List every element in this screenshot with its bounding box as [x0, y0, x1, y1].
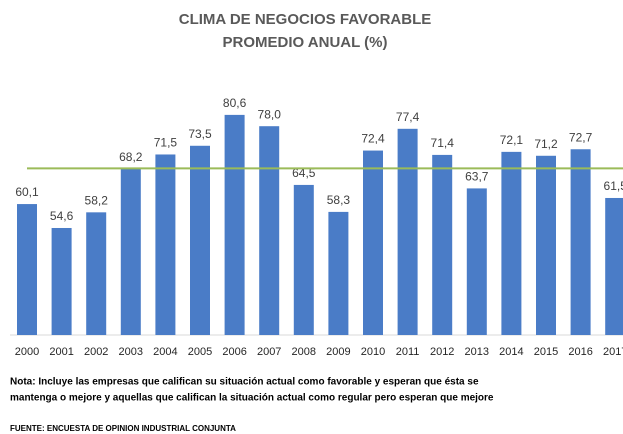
bar: [86, 212, 107, 335]
bar: [259, 126, 280, 335]
value-label: 64,5: [292, 166, 316, 180]
bar: [397, 128, 418, 335]
x-tick-label: 2016: [568, 346, 592, 358]
value-label: 78,0: [258, 107, 282, 121]
x-tick-label: 2003: [119, 346, 143, 358]
x-tick-label: 2014: [499, 346, 523, 358]
chart-title: CLIMA DE NEGOCIOS FAVORABLE: [179, 11, 432, 28]
bar: [51, 227, 72, 335]
x-tick-label: 2009: [326, 346, 350, 358]
chart-subtitle: PROMEDIO ANUAL (%): [223, 34, 388, 51]
value-label: 72,1: [500, 133, 524, 147]
x-tick-label: 2008: [292, 346, 316, 358]
bar: [363, 150, 383, 335]
value-label: 73,5: [188, 127, 212, 141]
x-tick-label: 2006: [222, 346, 246, 358]
x-tick-label: 2013: [465, 346, 489, 358]
value-label: 58,2: [85, 194, 109, 208]
bar: [190, 145, 210, 335]
value-label: 61,5: [604, 179, 623, 193]
bar: [328, 211, 349, 335]
x-tick-label: 2011: [396, 346, 420, 358]
value-label: 68,2: [119, 150, 143, 164]
bar: [605, 197, 623, 335]
bar: [120, 168, 141, 335]
value-label: 60,1: [15, 185, 39, 199]
value-label: 71,5: [154, 136, 178, 150]
x-tick-label: 2001: [49, 346, 73, 358]
value-label: 58,3: [327, 193, 351, 207]
note: mantenga o mejore y aquellas que calific…: [10, 393, 494, 404]
bar: [536, 155, 556, 335]
value-label: 80,6: [223, 96, 247, 110]
value-label: 72,4: [361, 132, 385, 146]
x-tick-label: 2012: [430, 346, 454, 358]
x-tick-label: 2005: [188, 346, 212, 358]
value-label: 77,4: [396, 110, 420, 124]
value-label: 72,7: [569, 130, 593, 144]
value-label: 71,4: [431, 136, 455, 150]
note: Nota: Incluye las empresas que califican…: [10, 377, 479, 388]
bar: [224, 114, 245, 335]
x-tick-label: 2017: [603, 346, 623, 358]
bar: [501, 151, 522, 335]
source: FUENTE: ENCUESTA DE OPINION INDUSTRIAL C…: [10, 424, 236, 433]
value-label: 71,2: [534, 137, 558, 151]
bar: [432, 154, 453, 335]
x-tick-label: 2004: [153, 346, 177, 358]
bar: [293, 184, 314, 335]
x-tick-label: 2010: [361, 346, 385, 358]
x-tick-label: 2015: [534, 346, 558, 358]
bar: [570, 149, 591, 335]
bar: [155, 154, 176, 335]
x-tick-label: 2007: [257, 346, 281, 358]
bar: [466, 188, 487, 335]
bar: [17, 204, 37, 335]
value-label: 54,6: [50, 209, 74, 223]
value-label: 63,7: [465, 170, 489, 184]
x-tick-label: 2000: [15, 346, 39, 358]
x-tick-label: 2002: [84, 346, 108, 358]
